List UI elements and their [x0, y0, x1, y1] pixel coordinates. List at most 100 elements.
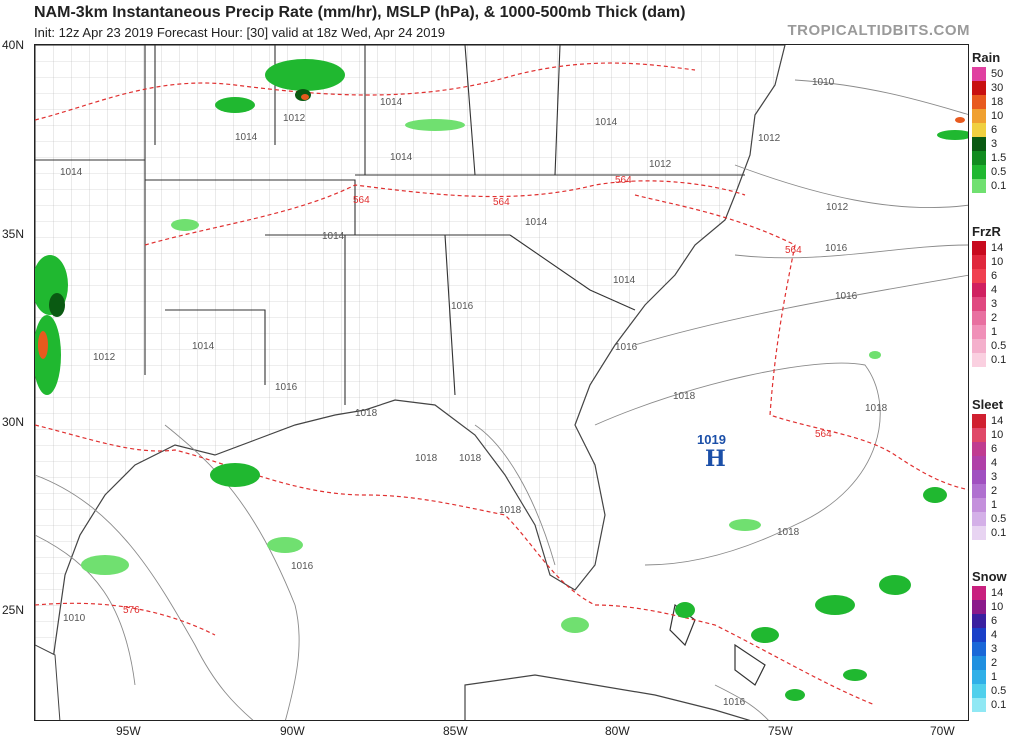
thickness-labels: 564 564 564 564 564 576 [123, 175, 832, 616]
legend-row: 1 [972, 670, 1022, 684]
legend-row: 10 [972, 600, 1022, 614]
legend-row: 6 [972, 269, 1022, 283]
legend-swatch [972, 698, 986, 712]
legend-level: 1 [991, 671, 998, 683]
legend-level: 6 [991, 615, 998, 627]
legend-level: 14 [991, 415, 1004, 427]
thickness-lines [35, 62, 968, 706]
legend-row: 3 [972, 137, 1022, 151]
isobar-label: 1012 [93, 352, 116, 363]
legend-row: 30 [972, 81, 1022, 95]
lat-label: 30N [2, 415, 25, 429]
isobar-label: 1016 [275, 382, 298, 393]
legend-swatch [972, 353, 986, 367]
isobar-label: 1014 [390, 152, 413, 163]
isobar-label: 1014 [235, 132, 258, 143]
isobar-label: 1016 [723, 697, 746, 708]
legend-swatch [972, 470, 986, 484]
legend-row: 4 [972, 456, 1022, 470]
legend-title: Rain [972, 50, 1001, 65]
legend-swatch [972, 414, 986, 428]
legend-row: 0.1 [972, 698, 1022, 712]
legend-row: 18 [972, 95, 1022, 109]
legend-swatch [972, 269, 986, 283]
legend-level: 3 [991, 471, 998, 483]
legend-swatch [972, 586, 986, 600]
legend-row: 0.5 [972, 165, 1022, 179]
legend-swatch [972, 339, 986, 353]
isobar-label: 1012 [758, 133, 781, 144]
forecast-info: Init: 12z Apr 23 2019 Forecast Hour: [30… [34, 25, 445, 40]
legend-frzr: FrzR 14 10 6 4 3 2 1 0.5 0.1 [972, 224, 1022, 367]
legend-level: 3 [991, 138, 998, 150]
lon-label: 85W [443, 724, 468, 738]
isobar-label: 1016 [825, 243, 848, 254]
isobar-label: 1012 [826, 202, 849, 213]
legend-level: 0.1 [991, 354, 1007, 366]
lon-label: 90W [280, 724, 305, 738]
legend-title: Snow [972, 569, 1007, 584]
isobar-label: 1012 [283, 113, 306, 124]
isobar-label: 1010 [63, 613, 86, 624]
legend-swatch [972, 628, 986, 642]
isobar-label: 1016 [615, 342, 638, 353]
lon-label: 70W [930, 724, 955, 738]
legend-row: 0.1 [972, 179, 1022, 193]
high-pressure-symbol: H [705, 446, 726, 472]
legend-swatch [972, 255, 986, 269]
legend-swatch [972, 67, 986, 81]
legend-swatch [972, 498, 986, 512]
isobar-label: 1014 [613, 275, 636, 286]
legend-level: 3 [991, 298, 998, 310]
legend-level: 0.1 [991, 527, 1007, 539]
legend-row: 3 [972, 642, 1022, 656]
legend-level: 0.5 [991, 513, 1007, 525]
legend-row: 2 [972, 311, 1022, 325]
thickness-label: 564 [785, 245, 802, 256]
legend-title: Sleet [972, 397, 1004, 412]
thickness-label: 576 [123, 605, 140, 616]
map-canvas: 1010 1012 1012 1012 1012 1012 1014 1014 … [35, 45, 968, 720]
isobar-label: 1018 [459, 453, 482, 464]
land-us [35, 45, 786, 720]
legend-row: 6 [972, 123, 1022, 137]
high-pressure-value: 1019 [697, 432, 726, 447]
legend-row: 0.1 [972, 526, 1022, 540]
thickness-label: 564 [353, 195, 370, 206]
lon-label: 75W [768, 724, 793, 738]
legend-swatch [972, 151, 986, 165]
legend-swatch [972, 123, 986, 137]
legend-rows: 50 30 18 10 6 3 1.5 0.5 0.1 [972, 67, 1022, 193]
legend-swatch [972, 526, 986, 540]
isobar-label: 1018 [355, 408, 378, 419]
legend-level: 10 [991, 601, 1004, 613]
legend-level: 1 [991, 499, 998, 511]
legend-row: 1 [972, 325, 1022, 339]
legend-swatch [972, 283, 986, 297]
legend-row: 0.5 [972, 512, 1022, 526]
legend-rain: Rain 50 30 18 10 6 3 1.5 0.5 0.1 [972, 50, 1022, 193]
isobar-label: 1016 [291, 561, 314, 572]
legend-swatch [972, 137, 986, 151]
isobar-label: 1010 [812, 77, 835, 88]
legend-row: 10 [972, 428, 1022, 442]
legend-row: 1.5 [972, 151, 1022, 165]
legend-swatch [972, 642, 986, 656]
legend-level: 14 [991, 587, 1004, 599]
legend-sleet: Sleet 14 10 6 4 3 2 1 0.5 0.1 [972, 397, 1022, 540]
isobar-label: 1016 [451, 301, 474, 312]
legend-swatch [972, 81, 986, 95]
legend-level: 2 [991, 657, 998, 669]
weather-map[interactable]: 1010 1012 1012 1012 1012 1012 1014 1014 … [34, 44, 969, 721]
legend-row: 1 [972, 498, 1022, 512]
legend-level: 4 [991, 629, 998, 641]
lon-label: 80W [605, 724, 630, 738]
legend-level: 14 [991, 242, 1004, 254]
legend-swatch [972, 325, 986, 339]
isobar-label: 1018 [415, 453, 438, 464]
legend-row: 4 [972, 628, 1022, 642]
legend-row: 3 [972, 470, 1022, 484]
legend-row: 14 [972, 241, 1022, 255]
legend-level: 30 [991, 82, 1004, 94]
isobar-label: 1014 [380, 97, 403, 108]
